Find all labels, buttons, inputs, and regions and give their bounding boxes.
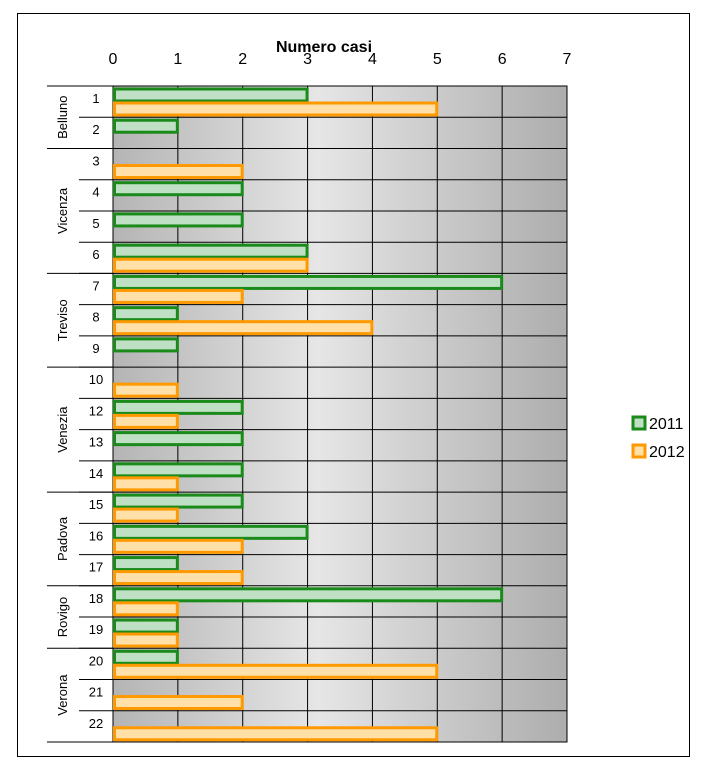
bar-2011 — [113, 243, 309, 259]
category-label: 2 — [92, 122, 99, 137]
category-label: 19 — [89, 622, 103, 637]
legend-swatch-2011 — [631, 415, 647, 431]
bar-2012 — [113, 538, 244, 554]
chart-title: Numero casi — [276, 39, 372, 56]
x-tick-label: 1 — [173, 51, 182, 68]
x-tick-label: 2 — [238, 51, 247, 68]
bar-2012 — [113, 663, 439, 679]
legend: 2011 2012 — [631, 415, 685, 461]
category-label: 9 — [92, 341, 99, 356]
bar-2011 — [113, 212, 244, 228]
bar-2012 — [113, 601, 179, 617]
legend-label: 2011 — [649, 416, 684, 433]
category-label: 13 — [89, 435, 103, 450]
bar-2011 — [113, 87, 309, 103]
bar-2011 — [113, 587, 504, 603]
category-label: 12 — [89, 403, 103, 418]
bar-2011 — [113, 556, 179, 572]
category-label: 8 — [92, 310, 99, 325]
bar-2012 — [113, 101, 439, 117]
bar-2012 — [113, 632, 179, 648]
category-label: 20 — [89, 653, 103, 668]
category-label: 15 — [89, 497, 103, 512]
group-label: Verona — [55, 674, 70, 716]
category-label: 3 — [92, 153, 99, 168]
category-label: 21 — [89, 685, 103, 700]
bar-2012 — [113, 507, 179, 523]
x-tick-label: 4 — [368, 51, 377, 68]
category-label: 17 — [89, 560, 103, 575]
category-label: 1 — [92, 91, 99, 106]
bar-2011 — [113, 493, 244, 509]
x-tick-label: 7 — [563, 51, 572, 68]
group-label: Venezia — [55, 406, 70, 453]
bar-2012 — [113, 570, 244, 586]
category-label: 6 — [92, 247, 99, 262]
legend-swatch-2012 — [631, 443, 647, 459]
legend-label: 2012 — [649, 444, 685, 461]
bar-2011 — [113, 462, 244, 478]
bar-2011 — [113, 181, 244, 197]
bar-2012 — [113, 288, 244, 304]
bar-2011 — [113, 524, 309, 540]
x-tick-label: 6 — [498, 51, 507, 68]
group-label: Rovigo — [55, 597, 70, 637]
x-tick-label: 0 — [109, 51, 118, 68]
bar-2011 — [113, 274, 504, 290]
category-label: 10 — [89, 372, 103, 387]
x-tick-label: 5 — [433, 51, 442, 68]
category-label: 14 — [89, 466, 103, 481]
group-label: Vicenza — [55, 187, 70, 234]
group-label: Treviso — [55, 299, 70, 341]
category-label: 18 — [89, 591, 103, 606]
category-label: 4 — [92, 185, 99, 200]
bar-2012 — [113, 163, 244, 179]
bar-2011 — [113, 431, 244, 447]
bar-2012 — [113, 413, 179, 429]
group-label: Padova — [55, 516, 70, 561]
bar-2011 — [113, 399, 244, 415]
bar-2011 — [113, 649, 179, 665]
bar-2012 — [113, 726, 439, 742]
category-label: 22 — [89, 716, 103, 731]
bar-2012 — [113, 476, 179, 492]
bar-2011 — [113, 306, 179, 322]
bar-2011 — [113, 618, 179, 634]
category-label: 5 — [92, 216, 99, 231]
category-label: 16 — [89, 528, 103, 543]
bar-2012 — [113, 257, 309, 273]
bar-2011 — [113, 337, 179, 353]
x-tick-label: 3 — [303, 51, 312, 68]
bar-2012 — [113, 382, 179, 398]
bar-2011 — [113, 118, 179, 134]
group-label: Belluno — [55, 96, 70, 139]
category-label: 7 — [92, 278, 99, 293]
bar-2012 — [113, 320, 374, 336]
bar-2012 — [113, 695, 244, 711]
